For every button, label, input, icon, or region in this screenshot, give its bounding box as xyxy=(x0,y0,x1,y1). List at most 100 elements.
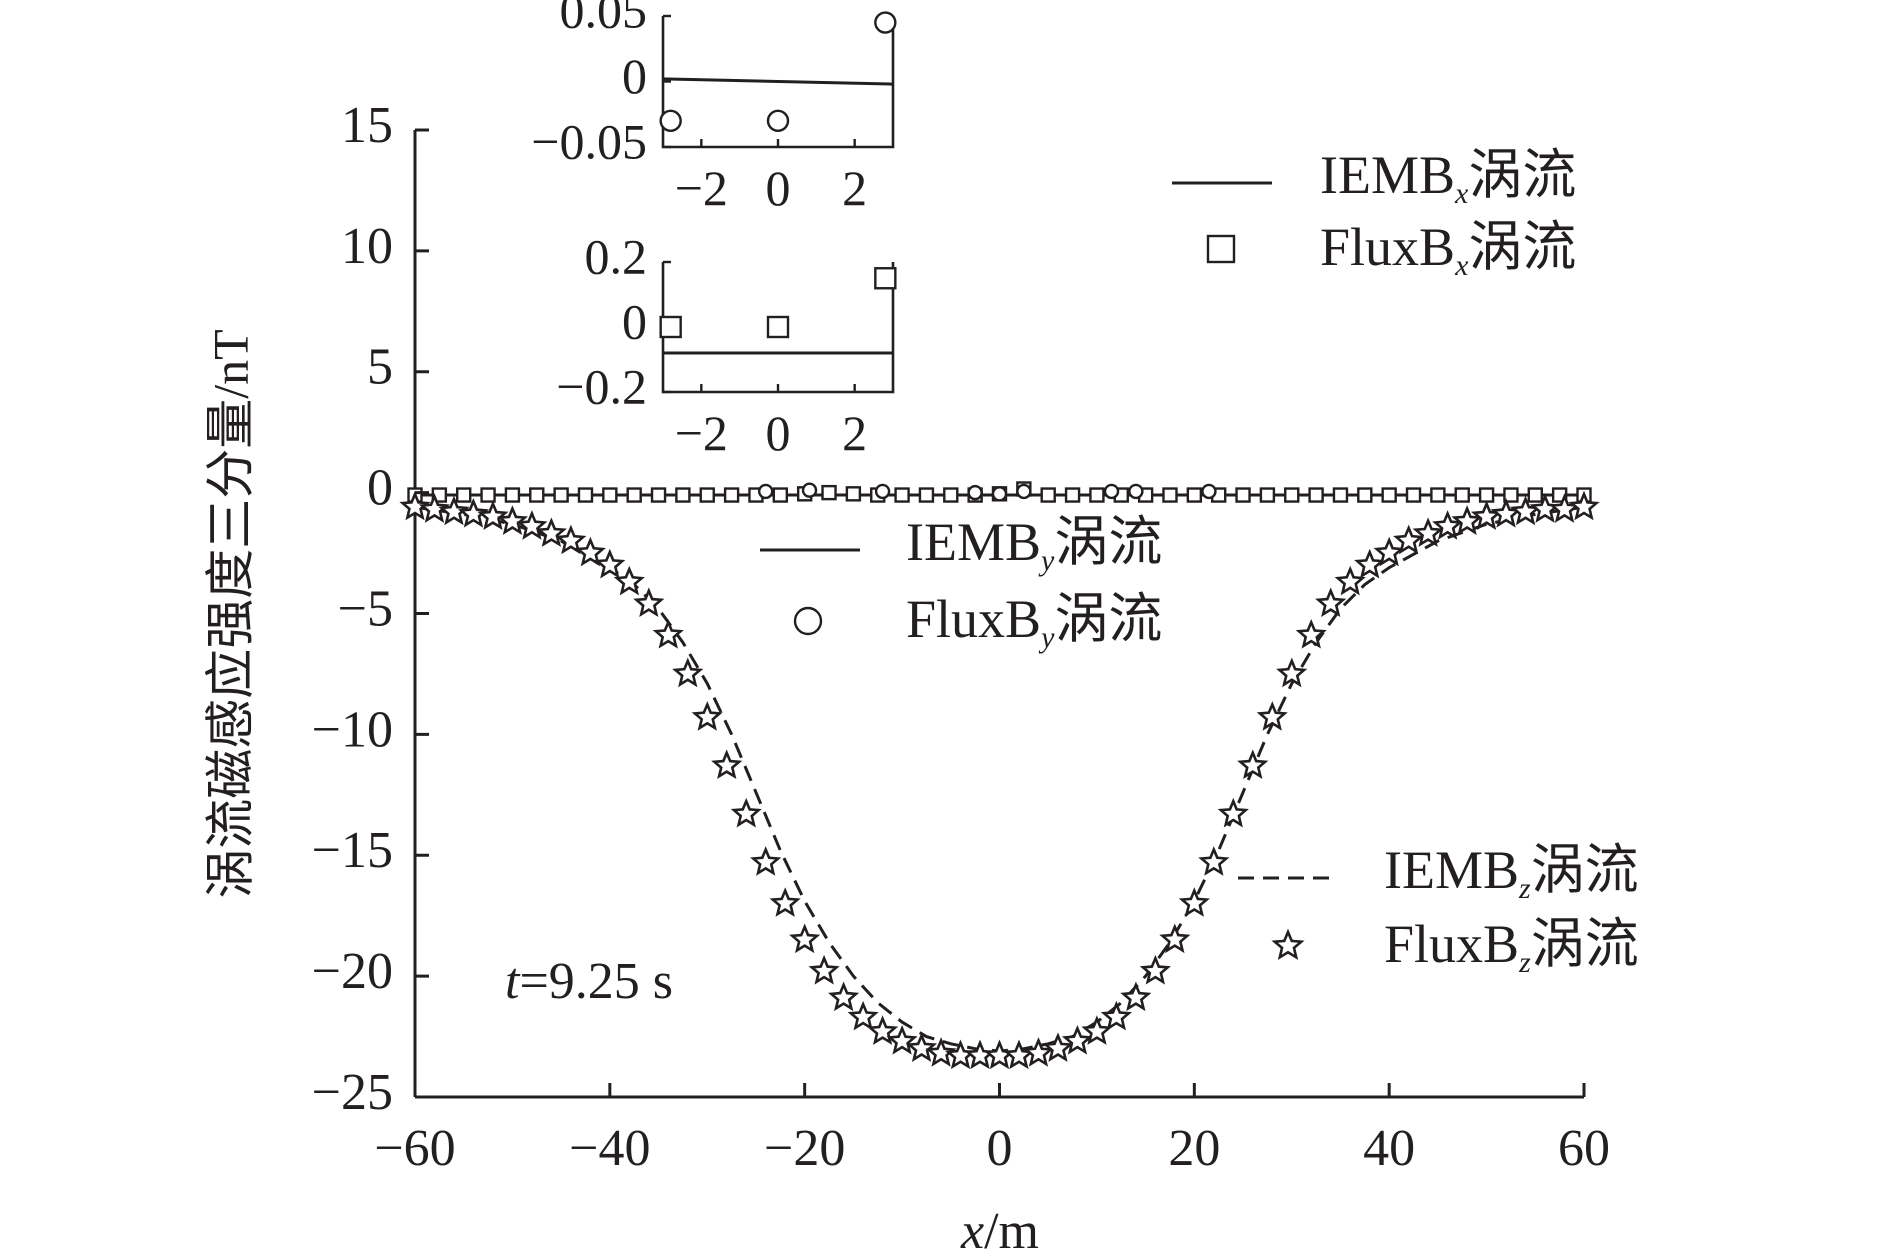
legend-label-sub: x xyxy=(1454,177,1469,210)
x-tick-label: −40 xyxy=(569,1120,650,1177)
data-point-flux_x xyxy=(626,487,642,503)
data-point-flux_z xyxy=(496,505,529,535)
data-point-flux_z xyxy=(1217,797,1249,828)
data-point-flux_x xyxy=(845,486,862,502)
y-axis-label: 涡流磁感应强度三分量/nT xyxy=(202,329,258,898)
data-point-flux_x xyxy=(1162,487,1178,503)
y-tick-label: −5 xyxy=(338,580,393,637)
inset-plots: −2 0 20.050−0.05−2 0 20.20−0.2 xyxy=(531,0,897,461)
legend-marker-circle xyxy=(793,606,823,636)
inset-data-point xyxy=(766,109,790,133)
x-tick-label: 40 xyxy=(1363,1120,1415,1177)
data-point-flux_x xyxy=(699,487,715,503)
data-point-flux_z xyxy=(1042,1032,1074,1062)
data-point-flux_z xyxy=(1256,701,1288,731)
data-point-flux_y xyxy=(758,483,774,500)
data-point-flux_x xyxy=(918,487,935,503)
time-annotation-value: =9.25 s xyxy=(519,953,673,1010)
data-point-flux_z xyxy=(1451,505,1483,535)
data-point-flux_z xyxy=(555,524,587,555)
legend-label-base: IEMB xyxy=(1384,840,1519,900)
data-point-flux_y xyxy=(874,483,891,500)
data-point-flux_x xyxy=(1454,487,1470,503)
data-point-flux_z xyxy=(1470,500,1503,531)
data-point-flux_z xyxy=(535,517,567,547)
inset-plot-1: −2 0 20.050−0.05 xyxy=(531,0,897,216)
data-point-flux_x xyxy=(553,487,569,503)
data-point-flux_z xyxy=(808,954,840,985)
data-point-flux_z xyxy=(1120,981,1152,1012)
legend-label-sub: y xyxy=(1038,621,1055,654)
data-point-flux_z xyxy=(1100,1000,1133,1031)
legend-label-base: FluxB xyxy=(1384,914,1519,974)
inset-x-tick-label: 0 xyxy=(766,160,791,216)
legend-marker-star xyxy=(1271,928,1305,961)
data-point-flux_z xyxy=(886,1025,918,1055)
data-point-flux_x xyxy=(772,487,789,503)
legend-label-base: IEMB xyxy=(906,512,1041,572)
data-point-flux_z xyxy=(789,923,821,954)
legend-label-4: IEMBz涡流 xyxy=(1384,840,1639,905)
time-annotation: t=9.25 s xyxy=(505,953,673,1010)
x-tick-label: 0 xyxy=(987,1120,1013,1177)
y-tick-label: −15 xyxy=(312,822,393,879)
data-point-flux_x xyxy=(1089,487,1105,503)
inset-y-tick-label: 0 xyxy=(622,293,647,349)
data-point-flux_y xyxy=(801,482,818,498)
data-point-flux_x xyxy=(1527,487,1543,503)
data-point-flux_x xyxy=(821,484,837,501)
y-tick-label: 0 xyxy=(367,460,393,517)
data-point-flux_y xyxy=(991,486,1008,502)
time-annotation-var: t xyxy=(505,953,521,1010)
legend-label-tail: 涡流 xyxy=(1054,589,1162,649)
data-point-flux_z xyxy=(1081,1015,1113,1045)
data-point-flux_z xyxy=(1393,524,1425,555)
legend-label-tail: 涡流 xyxy=(1531,840,1639,900)
data-point-flux_z xyxy=(1432,510,1464,540)
y-tick-label: 15 xyxy=(341,97,393,154)
data-point-flux_z xyxy=(1198,846,1230,876)
data-point-flux_z xyxy=(1412,517,1444,547)
legend-label-1: FluxBx涡流 xyxy=(1320,217,1576,282)
data-point-flux_z xyxy=(1568,490,1600,521)
data-point-flux_x xyxy=(1478,487,1495,503)
inset-y-tick-label: −0.2 xyxy=(556,358,647,414)
legend-label-tail: 涡流 xyxy=(1468,145,1576,205)
data-point-flux_z xyxy=(1315,587,1347,618)
data-point-flux_x xyxy=(480,487,496,503)
data-point-flux_z xyxy=(477,500,509,531)
x-tick-label: 20 xyxy=(1168,1120,1220,1177)
data-point-flux_x xyxy=(1235,487,1251,503)
y-tick-label: 5 xyxy=(367,339,393,396)
x-tick-label: 60 xyxy=(1558,1120,1610,1177)
data-point-flux_z xyxy=(1139,954,1171,985)
data-point-flux_x xyxy=(1308,487,1324,503)
data-point-flux_x xyxy=(675,487,691,503)
data-point-flux_z xyxy=(574,536,606,567)
data-point-flux_z xyxy=(1373,536,1405,567)
data-point-flux_x xyxy=(1259,487,1276,503)
data-point-flux_x xyxy=(577,487,594,503)
inset-x-tick-label: −2 xyxy=(675,160,728,216)
legend-label-base: FluxB xyxy=(906,589,1041,649)
data-point-flux_x xyxy=(650,487,667,503)
y-tick-label: 10 xyxy=(341,218,393,275)
data-point-flux_z xyxy=(691,701,723,731)
data-point-flux_z xyxy=(633,587,665,618)
inset-data-point xyxy=(659,315,682,339)
data-point-flux_x xyxy=(894,487,910,503)
data-point-flux_y xyxy=(1201,483,1217,500)
legend-label-tail: 涡流 xyxy=(1054,512,1162,572)
data-point-flux_z xyxy=(750,846,782,876)
data-point-flux_y xyxy=(1128,483,1144,500)
data-point-flux_x xyxy=(1357,487,1373,503)
data-point-flux_z xyxy=(594,548,626,579)
data-point-flux_z xyxy=(1276,657,1308,688)
inset-x-tick-label: 2 xyxy=(842,405,867,461)
data-point-flux_x xyxy=(504,487,521,503)
data-point-flux_y xyxy=(1103,483,1120,500)
x-tick-label: −60 xyxy=(374,1120,455,1177)
data-point-flux_z xyxy=(711,749,743,780)
data-point-flux_x xyxy=(602,487,618,503)
